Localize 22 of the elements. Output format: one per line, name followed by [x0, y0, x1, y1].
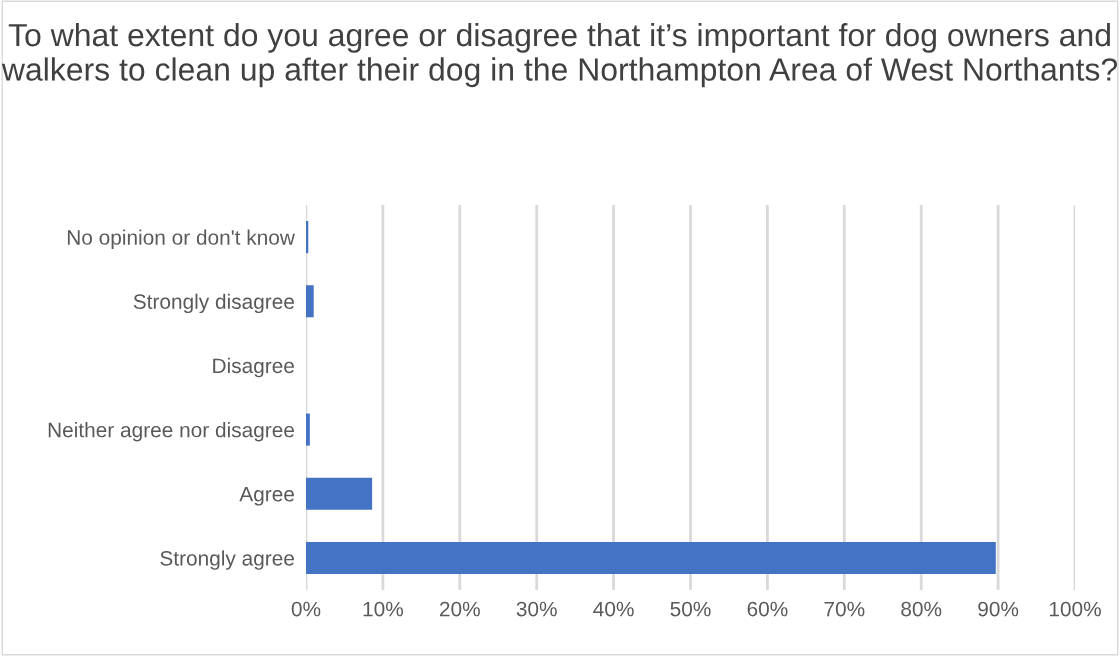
- x-tick-label: 70%: [824, 601, 865, 617]
- x-tick-label: 20%: [440, 601, 480, 617]
- y-tick-label: No opinion or don't know: [67, 229, 295, 249]
- y-tick-label: Strongly disagree: [133, 293, 294, 314]
- chart-title: To what extent do you agree or disagree that it’s important for dog owners and walkers to clean up after their dog in the Northampton Area of West Northants?: [1, 22, 1118, 88]
- x-tick-label: 30%: [516, 601, 557, 617]
- x-tick-label: 60%: [747, 601, 788, 617]
- y-tick-label: Disagree: [213, 357, 294, 378]
- x-tick-label: 80%: [901, 601, 942, 617]
- x-tick-label: 0%: [291, 601, 321, 617]
- x-tick-label: 40%: [593, 601, 634, 617]
- bar: [306, 477, 373, 510]
- x-tick-label: 50%: [670, 601, 711, 617]
- x-tick-label: 10%: [363, 601, 404, 617]
- x-tick-label: 100%: [1049, 601, 1101, 617]
- y-tick-label: Agree: [239, 486, 294, 506]
- bar: [306, 413, 310, 446]
- y-tick-label: Neither agree nor disagree: [48, 422, 294, 442]
- bar: [306, 541, 996, 574]
- x-tick-label: 90%: [978, 601, 1019, 617]
- bar: [306, 285, 314, 318]
- y-tick-label: Strongly agree: [160, 550, 294, 570]
